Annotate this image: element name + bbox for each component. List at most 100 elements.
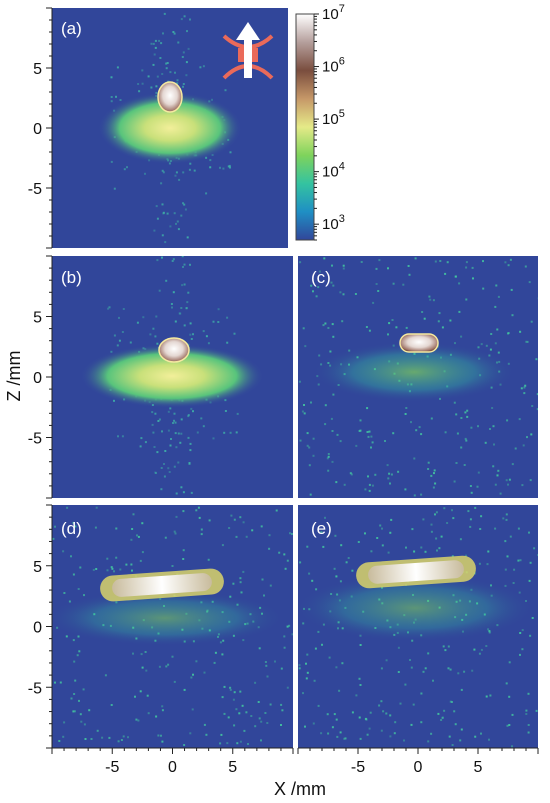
speckle-pixel (381, 544, 384, 547)
speckle-pixel (238, 712, 241, 715)
speckle-pixel (223, 431, 226, 434)
speckle-pixel (318, 354, 321, 357)
x-tick-label: 5 (228, 759, 237, 776)
speckle-pixel (74, 525, 77, 528)
speckle-pixel (176, 82, 179, 85)
speckle-pixel (266, 722, 269, 724)
speckle-pixel (477, 346, 480, 349)
y-axis-title: Z /mm (4, 351, 24, 402)
speckle-pixel (443, 507, 446, 510)
speckle-pixel (506, 724, 509, 727)
speckle-pixel (141, 522, 144, 525)
speckle-pixel (492, 425, 495, 428)
speckle-pixel (70, 697, 73, 700)
speckle-pixel (154, 412, 157, 415)
speckle-pixel (351, 569, 354, 572)
speckle-pixel (357, 541, 360, 543)
speckle-pixel (59, 681, 62, 684)
speckle-pixel (200, 528, 203, 531)
speckle-pixel (359, 429, 362, 432)
speckle-pixel (472, 277, 474, 280)
speckle-pixel (324, 423, 327, 426)
speckle-pixel (278, 551, 281, 554)
speckle-pixel (268, 534, 271, 537)
speckle-pixel (338, 689, 341, 692)
speckle-pixel (158, 289, 161, 292)
speckle-pixel (182, 491, 185, 494)
speckle-pixel (110, 704, 113, 706)
speckle-pixel (192, 410, 194, 413)
panel-b-label: (b) (61, 268, 82, 287)
speckle-pixel (160, 467, 163, 469)
speckle-pixel (183, 263, 186, 266)
speckle-pixel (203, 671, 206, 674)
speckle-pixel (482, 287, 485, 290)
speckle-pixel (312, 722, 315, 725)
speckle-pixel (454, 723, 457, 726)
speckle-pixel (182, 85, 184, 88)
speckle-pixel (342, 293, 345, 296)
panel-e-band (298, 574, 535, 642)
speckle-pixel (110, 160, 113, 163)
speckle-pixel (242, 639, 245, 642)
speckle-pixel (196, 431, 199, 434)
speckle-pixel (122, 735, 125, 738)
speckle-pixel (372, 301, 375, 304)
speckle-pixel (199, 66, 202, 69)
speckle-pixel (459, 538, 462, 541)
speckle-pixel (494, 342, 497, 345)
speckle-pixel (466, 409, 469, 412)
speckle-pixel (378, 704, 381, 707)
speckle-pixel (146, 694, 149, 697)
speckle-pixel (437, 712, 440, 715)
speckle-pixel (453, 710, 456, 713)
speckle-pixel (110, 76, 113, 79)
speckle-pixel (327, 453, 330, 455)
speckle-pixel (163, 463, 165, 465)
speckle-pixel (205, 733, 208, 736)
speckle-pixel (160, 488, 163, 491)
speckle-pixel (367, 475, 369, 478)
speckle-pixel (298, 667, 301, 670)
speckle-pixel (339, 731, 342, 734)
speckle-pixel (511, 314, 514, 317)
speckle-pixel (322, 545, 325, 548)
speckle-pixel (474, 735, 477, 738)
speckle-pixel (527, 731, 530, 734)
speckle-pixel (390, 473, 393, 476)
panel-b-plot (80, 256, 264, 495)
speckle-pixel (182, 202, 184, 205)
speckle-pixel (167, 410, 170, 413)
panel-b-cloud (80, 344, 264, 408)
speckle-pixel (341, 662, 344, 665)
speckle-pixel (495, 284, 498, 287)
speckle-pixel (171, 565, 174, 567)
panel-e: (e) (298, 505, 538, 748)
speckle-pixel (407, 265, 410, 267)
speckle-pixel (167, 663, 170, 666)
speckle-pixel (72, 710, 75, 713)
speckle-pixel (185, 74, 188, 77)
speckle-pixel (186, 30, 188, 33)
speckle-pixel (388, 472, 391, 475)
speckle-pixel (192, 333, 194, 336)
speckle-pixel (377, 290, 380, 292)
speckle-pixel (387, 477, 390, 480)
speckle-pixel (330, 417, 333, 420)
speckle-pixel (183, 283, 186, 286)
speckle-pixel (172, 31, 175, 33)
speckle-pixel (312, 437, 315, 440)
speckle-pixel (342, 264, 345, 267)
speckle-pixel (368, 430, 371, 433)
speckle-pixel (523, 386, 526, 389)
speckle-pixel (165, 279, 168, 282)
speckle-pixel (169, 444, 172, 447)
speckle-pixel (220, 733, 223, 736)
speckle-pixel (205, 192, 208, 195)
speckle-pixel (387, 333, 389, 336)
speckle-pixel (427, 468, 430, 470)
speckle-pixel (528, 579, 531, 582)
speckle-pixel (192, 673, 194, 676)
speckle-pixel (449, 319, 452, 322)
speckle-pixel (497, 295, 500, 298)
